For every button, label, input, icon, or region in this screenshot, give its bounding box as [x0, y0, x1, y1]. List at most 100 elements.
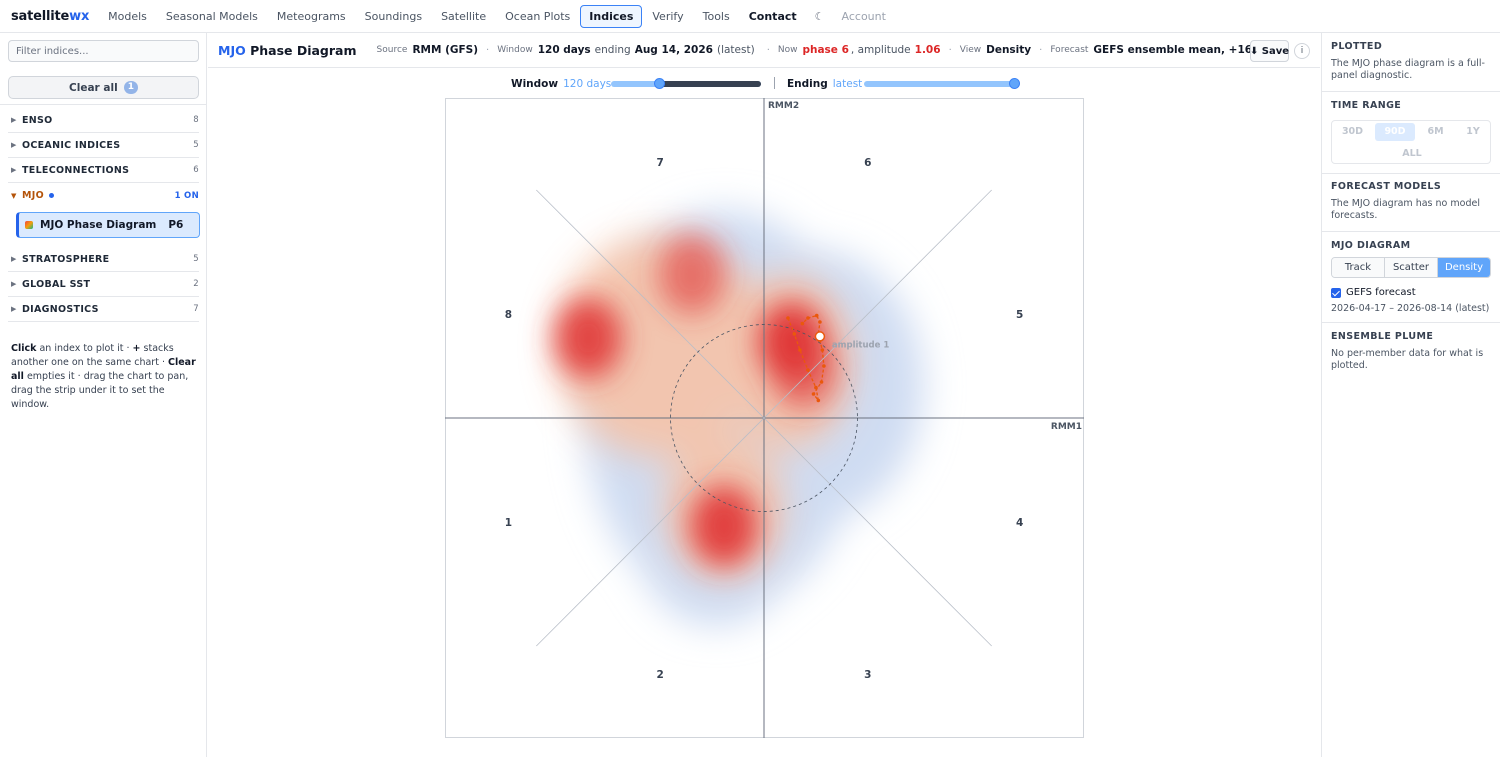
options-panel: PLOTTED The MJO phase diagram is a full-…	[1321, 33, 1500, 757]
category-stratosphere[interactable]: ▶ STRATOSPHERE 5	[8, 247, 199, 272]
nav-models[interactable]: Models	[108, 9, 147, 23]
axes-layer	[445, 98, 1084, 738]
info-icon[interactable]: i	[1294, 43, 1310, 59]
ensemble-plume-text: No per-member data for what is plotted.	[1331, 348, 1484, 371]
current-position-marker	[814, 331, 826, 342]
separator-dot: ·	[766, 44, 770, 56]
window-value: 120 days	[537, 44, 591, 56]
index-item-mjo-phase-diagram[interactable]: MJO Phase Diagram P6	[16, 212, 200, 238]
track-point	[811, 392, 816, 396]
view-density-button[interactable]: Density	[1438, 258, 1490, 277]
view-toggle-group: Track Scatter Density	[1331, 257, 1491, 278]
nav-verify[interactable]: Verify	[652, 9, 684, 23]
phase-label: 4	[1016, 517, 1023, 529]
divider	[1322, 91, 1500, 92]
time-range-section: TIME RANGE	[1331, 100, 1493, 111]
plotted-heading: PLOTTED	[1331, 41, 1383, 52]
now-label: Now	[777, 45, 798, 55]
phase-label: 7	[657, 157, 664, 169]
divider	[0, 104, 206, 105]
forecast-models-text: The MJO diagram has no model forecasts.	[1331, 198, 1480, 221]
xaxis-label: RMM1	[1051, 422, 1082, 432]
category-count: 2	[193, 279, 199, 289]
moon-icon[interactable]: ☾	[814, 9, 825, 23]
view-scatter-button[interactable]: Scatter	[1385, 258, 1438, 277]
nav-satellite[interactable]: Satellite	[441, 9, 487, 23]
window-slider-fill	[659, 81, 761, 87]
ending-slider-handle[interactable]	[1008, 78, 1020, 89]
time-range-group: 30D 90D 6M 1Y ALL	[1331, 120, 1491, 164]
nav-account[interactable]: Account	[841, 9, 886, 23]
nav-meteograms[interactable]: Meteograms	[276, 9, 346, 23]
category-enso[interactable]: ▶ ENSO 8	[8, 108, 199, 133]
category-mjo[interactable]: ▼ MJO 1 ON	[8, 183, 199, 208]
category-global-sst[interactable]: ▶ GLOBAL SST 2	[8, 272, 199, 297]
window-slider-track[interactable]	[611, 81, 761, 87]
amplitude-value: 1.06	[914, 44, 941, 56]
window-slider-label: Window 120 days	[511, 76, 611, 92]
save-button[interactable]: ⬇ Save	[1250, 40, 1289, 62]
nav-tools[interactable]: Tools	[702, 9, 730, 23]
chevron-down-icon: ▼	[11, 191, 17, 200]
gefs-forecast-label: GEFS forecast	[1346, 287, 1416, 298]
labels-layer: RMM1 RMM2 1 2 3 4 5 6 7 8 amplitude 1	[505, 101, 1082, 681]
window-slider-handle[interactable]	[653, 78, 665, 89]
range-30d-button[interactable]: 30D	[1341, 126, 1364, 137]
track-point	[792, 332, 797, 336]
separator-dot: ·	[1039, 44, 1043, 56]
separator-dot: ·	[486, 44, 490, 56]
range-all-button[interactable]: ALL	[1402, 148, 1422, 159]
active-dot	[48, 193, 54, 198]
density-hotspot	[554, 298, 622, 378]
nav-soundings[interactable]: Soundings	[364, 9, 423, 23]
forecast-value: GEFS ensemble mean, +16 days	[1093, 44, 1284, 56]
chevron-right-icon: ▶	[11, 166, 17, 174]
category-label: ENSO	[22, 114, 53, 126]
category-teleconnections[interactable]: ▶ TELECONNECTIONS 6	[8, 158, 199, 183]
separator-dot: ·	[948, 44, 952, 56]
clear-all-button[interactable]: Clear all 1	[8, 76, 199, 99]
category-count: 8	[193, 115, 199, 125]
track-point	[806, 368, 810, 372]
source-value: RMM (GFS)	[412, 44, 479, 56]
indices-sidebar: Clear all 1 ▶ ENSO 8 ▶ OCEANIC INDICES 5 ▶ TE…	[0, 33, 207, 757]
nav-ocean-plots[interactable]: Ocean Plots	[505, 9, 571, 23]
checkbox-checked-icon	[1331, 287, 1341, 298]
view-track-button[interactable]: Track	[1332, 258, 1385, 277]
phase-label: 8	[505, 309, 512, 321]
phase-label: 5	[1016, 309, 1023, 321]
filter-indices-input[interactable]	[8, 40, 199, 62]
density-layer	[554, 210, 924, 626]
chart-header: MJO Phase Diagram Source RMM (GFS) · Win…	[208, 33, 1320, 68]
ending-slider-label: Ending latest	[787, 76, 862, 92]
range-1y-button[interactable]: 1Y	[1466, 126, 1480, 137]
ensemble-plume-heading: ENSEMBLE PLUME	[1331, 331, 1434, 342]
category-count: 1 ON	[174, 190, 199, 201]
range-6m-button[interactable]: 6M	[1427, 126, 1444, 137]
mjo-phase-diagram[interactable]: RMM1 RMM2 1 2 3 4 5 6 7 8 amplitude 1	[445, 98, 1084, 738]
help-click: Click	[11, 343, 37, 354]
category-oceanic-indices[interactable]: ▶ OCEANIC INDICES 5	[8, 133, 199, 158]
view-label: View	[959, 45, 982, 55]
gefs-forecast-checkbox[interactable]: GEFS forecast	[1331, 287, 1416, 298]
range-90d-button[interactable]: 90D	[1375, 123, 1415, 141]
chevron-right-icon: ▶	[11, 116, 17, 124]
slider-divider	[774, 77, 775, 89]
nav-seasonal-models[interactable]: Seasonal Models	[165, 9, 258, 23]
index-phase-badge: P6	[168, 219, 184, 231]
brand-logo[interactable]: satellitewx	[11, 9, 89, 24]
brand-accent: wx	[69, 8, 90, 24]
ending-slider-track[interactable]	[864, 81, 1014, 87]
category-label: MJO	[22, 190, 44, 201]
nav-indices[interactable]: Indices	[580, 4, 643, 28]
category-diagnostics[interactable]: ▶ DIAGNOSTICS 7	[8, 297, 199, 322]
category-label: DIAGNOSTICS	[22, 303, 99, 315]
phase-diagonal	[536, 189, 992, 647]
help-text: empties it · drag the chart to pan, drag…	[11, 371, 189, 410]
track-point	[798, 348, 802, 352]
track-point	[814, 313, 819, 318]
track-point	[800, 321, 805, 326]
ending-text: ending	[594, 44, 631, 56]
track-point	[822, 364, 826, 368]
nav-contact[interactable]: Contact	[748, 9, 797, 23]
